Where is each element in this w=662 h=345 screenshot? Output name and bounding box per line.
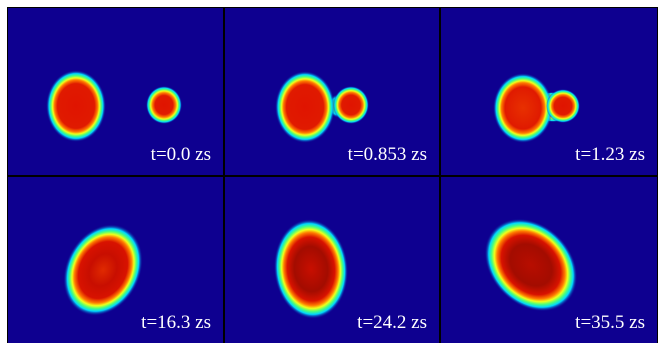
density-plot-4	[63, 224, 143, 316]
time-label: t=0.0 zs	[150, 144, 211, 165]
snapshot-panel-3: t=1.23 zs	[441, 8, 657, 175]
merged-nucleus	[484, 218, 578, 312]
time-label: t=1.23 zs	[575, 144, 645, 165]
density-plot-5	[273, 219, 349, 319]
time-label: t=24.2 zs	[357, 312, 427, 333]
small-nucleus	[333, 86, 369, 124]
small-nucleus	[146, 86, 182, 124]
snapshot-panel-1: t=0.0 zs	[8, 8, 223, 175]
snapshot-panel-6: t=35.5 zs	[441, 177, 657, 343]
density-plot-3	[493, 73, 580, 143]
time-label: t=35.5 zs	[575, 312, 645, 333]
snapshot-panel-5: t=24.2 zs	[225, 177, 439, 343]
density-plot-2	[275, 71, 369, 143]
merged-nucleus	[273, 219, 349, 319]
large-nucleus	[275, 71, 335, 143]
time-label: t=0.853 zs	[347, 144, 427, 165]
large-nucleus	[493, 73, 553, 143]
time-label: t=16.3 zs	[141, 312, 211, 333]
snapshot-panel-2: t=0.853 zs	[225, 8, 439, 175]
snapshot-panel-4: t=16.3 zs	[8, 177, 223, 343]
small-nucleus	[546, 89, 580, 123]
density-plot-1	[46, 70, 182, 142]
density-plot-6	[484, 218, 578, 312]
large-nucleus	[46, 70, 106, 142]
image-frame: t=0.0 zs	[7, 7, 658, 343]
merged-nucleus	[63, 224, 143, 316]
